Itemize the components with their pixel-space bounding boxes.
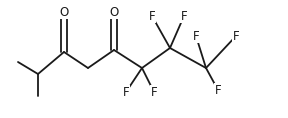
Text: F: F bbox=[123, 86, 129, 99]
Text: O: O bbox=[59, 6, 69, 19]
Text: F: F bbox=[215, 84, 221, 97]
Text: O: O bbox=[109, 6, 119, 19]
Text: F: F bbox=[149, 10, 155, 23]
Text: F: F bbox=[193, 30, 199, 42]
Text: F: F bbox=[151, 86, 157, 99]
Text: F: F bbox=[233, 30, 239, 42]
Text: F: F bbox=[181, 10, 187, 23]
